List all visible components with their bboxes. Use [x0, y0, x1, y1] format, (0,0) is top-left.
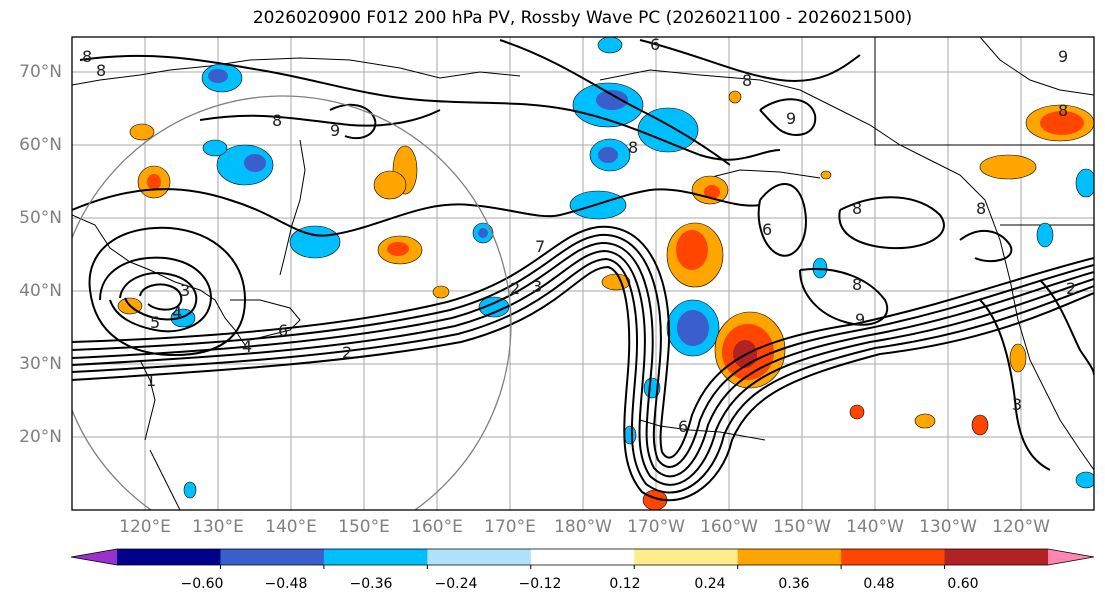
lat-label: 70°N: [19, 62, 62, 82]
contour-label: 3: [1012, 395, 1022, 414]
lat-label: 20°N: [19, 427, 62, 447]
colorbar-tick-label: −0.36: [349, 576, 393, 592]
contour-label: 9: [1058, 47, 1068, 66]
contour-label: 4: [242, 337, 252, 356]
contour-label: 2: [510, 279, 520, 298]
pv-contours: [72, 39, 1094, 502]
shading: [117, 37, 1094, 510]
lon-label: 140°E: [265, 517, 317, 537]
contour-label: 9: [855, 310, 865, 329]
contour-label: 8: [742, 71, 752, 90]
lon-label: 140°W: [846, 517, 904, 537]
colorbar-extend-min: [71, 549, 117, 565]
map-frame: [71, 36, 1095, 511]
contour-label: 4: [172, 303, 182, 322]
colorbar-segment: [220, 549, 325, 565]
colorbar-tick-label: 0.24: [694, 576, 726, 592]
colorbar-segment: [634, 549, 739, 565]
colorbar: [70, 548, 1095, 569]
contour-label: 3: [532, 277, 542, 296]
lon-label: 170°W: [627, 517, 685, 537]
colorbar-tick-label: −0.48: [264, 576, 308, 592]
contour-label: 8: [1058, 101, 1068, 120]
colorbar-outline: [70, 548, 1095, 566]
lat-label: 50°N: [19, 208, 62, 228]
lon-label: 160°W: [700, 517, 758, 537]
contour-label: 2: [1066, 279, 1076, 298]
colorbar-segment: [944, 549, 1049, 565]
contour-label: 7: [535, 237, 545, 256]
lon-label: 120°W: [992, 517, 1050, 537]
colorbar-tick-label: 0.12: [609, 576, 641, 592]
contour-labels: 6 8 8 9 9 8 8 8 9 8 6 8 8 8 9 7 3 2 3 4 …: [82, 35, 1076, 436]
contour-label: 6: [650, 35, 660, 54]
map-area: 6 8 8 9 9 8 8 8 9 8 6 8 8 8 9 7 3 2 3 4 …: [72, 35, 1094, 510]
gridlines: [72, 37, 1094, 510]
colorbar-segment: [427, 549, 532, 565]
colorbar-tick-label: 0.60: [947, 576, 979, 592]
colorbar-tick-label: −0.12: [518, 576, 562, 592]
colorbar-extend-max: [1048, 549, 1094, 565]
colorbar-tick-label: 0.48: [863, 576, 895, 592]
contour-label: 6: [678, 417, 688, 436]
radius-circle: [72, 95, 512, 510]
lon-label: 170°E: [484, 517, 536, 537]
colorbar-segment: [323, 549, 428, 565]
lon-label: 160°E: [411, 517, 463, 537]
lon-label: 150°E: [338, 517, 390, 537]
contour-label: 9: [786, 109, 796, 128]
map-title: 2026020900 F012 200 hPa PV, Rossby Wave …: [252, 8, 913, 28]
contour-label: 2: [342, 343, 352, 362]
colorbar-tick-label: 0.36: [778, 576, 810, 592]
contour-label: 6: [762, 220, 772, 239]
colorbar-segment: [737, 549, 842, 565]
contour-label: 8: [628, 138, 638, 157]
contour-label: 1: [146, 371, 156, 390]
lon-label: 130°W: [919, 517, 977, 537]
contour-label: 6: [278, 321, 288, 340]
lon-label: 150°W: [773, 517, 831, 537]
colorbar-tick-label: −0.60: [180, 576, 224, 592]
lat-label: 60°N: [19, 135, 62, 155]
lon-label: 180°W: [554, 517, 612, 537]
contour-label: 8: [852, 275, 862, 294]
colorbar-tick-label: −0.24: [434, 576, 478, 592]
contour-label: 8: [976, 199, 986, 218]
contour-label: 8: [82, 47, 92, 66]
contour-label: 8: [852, 199, 862, 218]
lon-label: 130°E: [192, 517, 244, 537]
lon-label: 120°E: [119, 517, 171, 537]
colorbar-segment: [530, 549, 635, 565]
contour-label: 5: [150, 313, 160, 332]
contour-label: 8: [272, 111, 282, 130]
coastlines: [72, 37, 1094, 510]
colorbar-segment: [841, 549, 946, 565]
lat-label: 30°N: [19, 354, 62, 374]
contour-label: 3: [180, 281, 190, 300]
colorbar-segment: [117, 549, 221, 565]
contour-label: 8: [96, 61, 106, 80]
lat-label: 40°N: [19, 281, 62, 301]
contour-label: 9: [330, 121, 340, 140]
